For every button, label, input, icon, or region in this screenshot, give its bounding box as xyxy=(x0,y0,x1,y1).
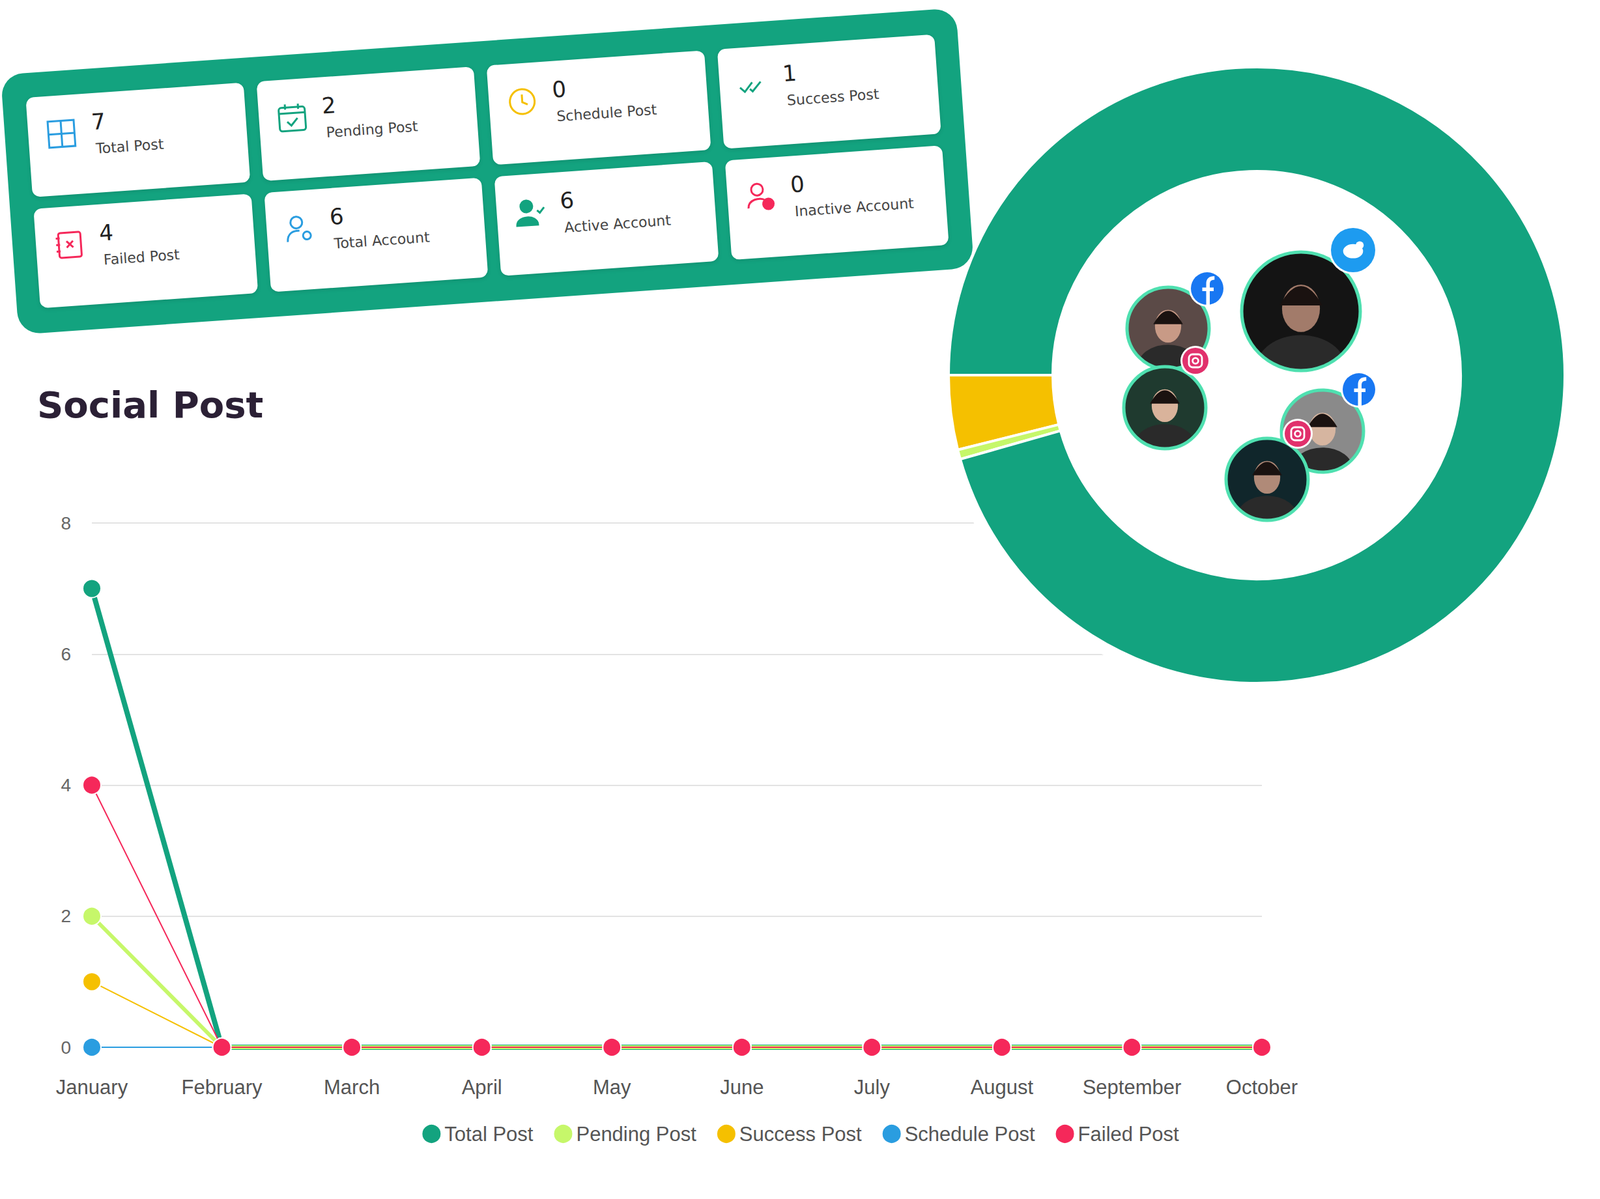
svg-text:6: 6 xyxy=(60,644,72,665)
svg-text:Pending Post: Pending Post xyxy=(575,1123,697,1146)
html-text:Schedule Post: Schedule Post xyxy=(556,101,658,125)
svg-text:8: 8 xyxy=(60,513,72,534)
svg-text:Failed Post: Failed Post xyxy=(1078,1123,1180,1146)
svg-text:August: August xyxy=(970,1076,1034,1100)
html-text:4: 4 xyxy=(98,219,115,247)
svg-text:April: April xyxy=(461,1076,503,1100)
svg-text:July: July xyxy=(854,1076,891,1100)
html-text:6: 6 xyxy=(558,186,575,214)
html-text:7: 7 xyxy=(90,108,107,135)
html-text:0: 0 xyxy=(551,75,568,103)
svg-text:May: May xyxy=(592,1076,632,1100)
html-text:0: 0 xyxy=(789,170,806,198)
svg-text:Total Post: Total Post xyxy=(444,1123,534,1146)
html-text:2: 2 xyxy=(320,91,337,119)
svg-text:Success Post: Success Post xyxy=(739,1123,862,1146)
svg-text:September: September xyxy=(1082,1076,1182,1100)
svg-text:0: 0 xyxy=(60,1037,72,1058)
svg-text:March: March xyxy=(323,1076,380,1100)
svg-text:October: October xyxy=(1226,1076,1298,1100)
html-text:Inactive Account: Inactive Account xyxy=(794,195,915,220)
html-text:Failed Post: Failed Post xyxy=(103,246,181,269)
svg-text:February: February xyxy=(181,1076,264,1100)
html-text:6: 6 xyxy=(328,202,345,230)
svg-text:Schedule Post: Schedule Post xyxy=(904,1123,1036,1146)
svg-text:4: 4 xyxy=(60,775,72,796)
html-text:Total Account: Total Account xyxy=(333,229,431,253)
html-text:Active Account: Active Account xyxy=(563,212,672,237)
html-text:1: 1 xyxy=(781,59,798,87)
html-text:Success Post: Success Post xyxy=(786,86,880,109)
html-text:Total Post: Total Post xyxy=(95,136,165,158)
html-text:Pending Post: Pending Post xyxy=(325,118,419,142)
svg-text:January: January xyxy=(56,1076,129,1100)
svg-text:2: 2 xyxy=(60,906,72,927)
svg-text:June: June xyxy=(719,1076,764,1100)
svg-text:Social Post: Social Post xyxy=(37,383,264,427)
